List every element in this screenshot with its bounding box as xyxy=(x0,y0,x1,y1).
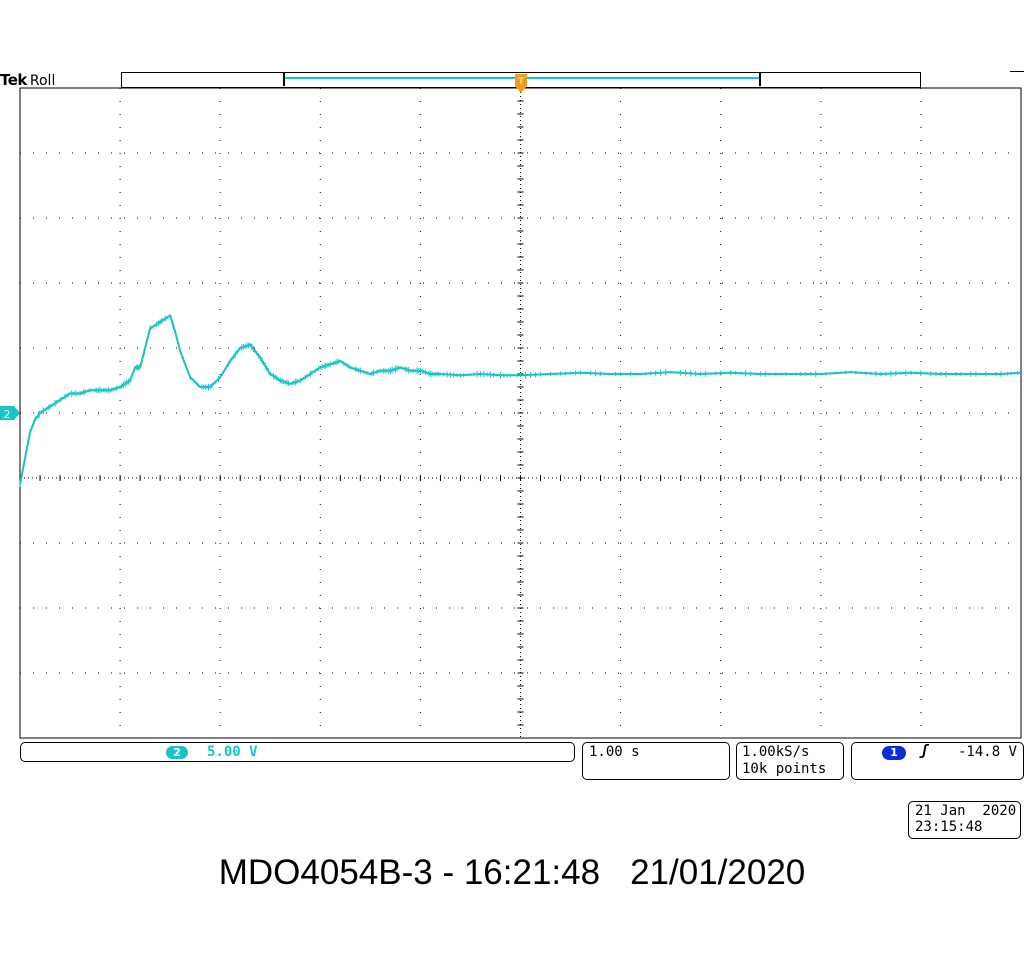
caption-date: 21/01/2020 xyxy=(630,853,806,892)
brand-label: Tek Roll xyxy=(0,71,55,89)
brand-logo: Tek xyxy=(0,71,27,89)
trigger-position-marker[interactable]: T xyxy=(515,74,527,93)
rising-edge-icon: ʃ xyxy=(920,743,929,759)
timebase-readout[interactable]: 1.00 s xyxy=(582,742,730,780)
acquisition-mode: Roll xyxy=(29,73,56,89)
timebase-scale: 1.00 s xyxy=(589,744,640,760)
ground-marker-shape xyxy=(0,406,20,420)
ground-marker-label: 2 xyxy=(4,408,11,421)
trigger-level: -14.8 V xyxy=(957,744,1017,760)
graticule xyxy=(19,87,1022,739)
trigger-readout[interactable]: 1 ʃ -14.8 V xyxy=(851,742,1024,780)
trigger-marker-label: T xyxy=(517,77,524,87)
record-length: 10k points xyxy=(742,761,827,777)
date-text: 21 Jan 2020 xyxy=(915,803,1017,819)
trigger-marker-shape xyxy=(515,74,527,93)
channel-2-scale: 5.00 V xyxy=(207,744,258,760)
datetime-readout: 21 Jan 2020 23:15:48 xyxy=(908,801,1021,839)
time-text: 23:15:48 xyxy=(915,819,983,835)
caption-instrument: MDO4054B-3 - 16:21:48 xyxy=(218,853,601,892)
channel-2-badge: 2 xyxy=(166,746,188,759)
channel-2-trace-noise xyxy=(19,314,1019,487)
sample-rate: 1.00kS/s xyxy=(742,744,810,760)
acquisition-readout[interactable]: 1.00kS/s 10k points xyxy=(736,742,844,780)
edge-tick xyxy=(1010,71,1024,72)
channel-2-readout[interactable]: 2 5.00 V xyxy=(20,742,575,762)
screenshot-caption: MDO4054B-3 - 16:21:48 21/01/2020 xyxy=(0,853,1024,893)
trigger-source-badge: 1 xyxy=(882,746,906,760)
channel-2-ground-marker[interactable]: 2 xyxy=(0,406,20,421)
